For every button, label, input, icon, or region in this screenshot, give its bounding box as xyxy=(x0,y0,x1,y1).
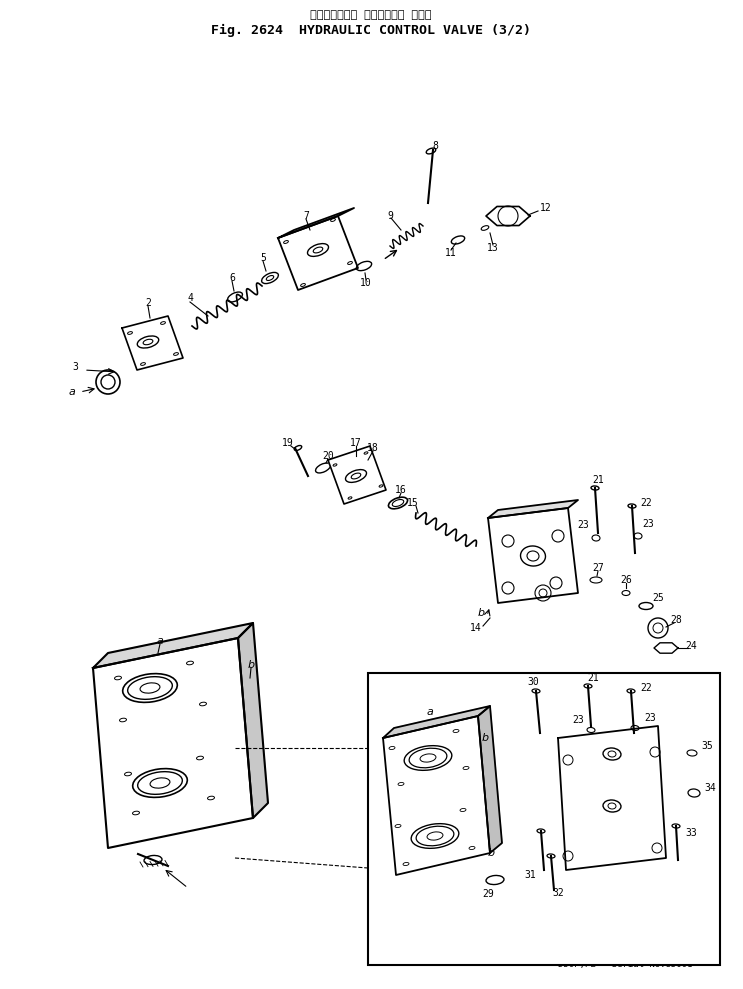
Text: 11: 11 xyxy=(445,248,457,258)
Text: 23: 23 xyxy=(642,519,654,529)
Text: Fig. 2624  HYDRAULIC CONTROL VALVE (3/2): Fig. 2624 HYDRAULIC CONTROL VALVE (3/2) xyxy=(211,24,531,37)
Text: 19: 19 xyxy=(282,438,294,448)
Text: a: a xyxy=(157,636,163,646)
Text: 7: 7 xyxy=(303,211,309,221)
Polygon shape xyxy=(278,208,354,238)
Text: a: a xyxy=(68,387,76,397)
Text: 28: 28 xyxy=(670,615,682,625)
Text: 21: 21 xyxy=(592,475,604,485)
Text: 30: 30 xyxy=(527,677,539,687)
Text: 6: 6 xyxy=(229,273,235,283)
Text: 29: 29 xyxy=(482,889,494,899)
Text: 31: 31 xyxy=(524,870,536,880)
Text: 8: 8 xyxy=(432,141,438,151)
Text: 25: 25 xyxy=(652,593,664,603)
Polygon shape xyxy=(278,216,358,290)
Text: 5: 5 xyxy=(260,253,266,263)
Text: 35: 35 xyxy=(701,741,713,751)
Text: 27: 27 xyxy=(592,563,604,573)
Text: D50P,PL   Serial No.85001~: D50P,PL Serial No.85001~ xyxy=(558,960,698,969)
Ellipse shape xyxy=(411,824,459,849)
Text: 20: 20 xyxy=(322,451,334,461)
Text: 21: 21 xyxy=(587,673,599,683)
Text: 33: 33 xyxy=(685,828,697,838)
Polygon shape xyxy=(383,716,490,875)
Text: 13: 13 xyxy=(487,243,499,253)
Text: 32: 32 xyxy=(552,888,564,898)
Polygon shape xyxy=(488,508,578,603)
Text: 18: 18 xyxy=(367,443,379,453)
Polygon shape xyxy=(238,623,268,818)
Polygon shape xyxy=(93,623,253,668)
Text: 適用記号: 適用記号 xyxy=(617,950,639,959)
Text: 24: 24 xyxy=(685,641,697,651)
Text: 10: 10 xyxy=(360,278,372,288)
Text: 2: 2 xyxy=(145,298,151,308)
Ellipse shape xyxy=(345,470,366,483)
Text: ハイドロリック コントロール バルブ: ハイドロリック コントロール バルブ xyxy=(311,10,432,20)
Text: 23: 23 xyxy=(572,715,584,725)
Ellipse shape xyxy=(404,746,452,770)
Ellipse shape xyxy=(123,674,178,702)
Polygon shape xyxy=(93,638,253,848)
Text: 22: 22 xyxy=(640,683,652,693)
Bar xyxy=(368,673,720,965)
Polygon shape xyxy=(478,706,502,853)
Ellipse shape xyxy=(308,243,328,256)
Text: 16: 16 xyxy=(395,485,407,495)
Polygon shape xyxy=(383,706,490,738)
Text: 3: 3 xyxy=(72,362,78,372)
Ellipse shape xyxy=(137,336,159,348)
Text: b: b xyxy=(247,660,255,670)
Text: b: b xyxy=(487,848,495,858)
Text: 4: 4 xyxy=(187,293,193,303)
Text: 12: 12 xyxy=(540,203,552,213)
Text: 34: 34 xyxy=(704,783,716,793)
Text: 14: 14 xyxy=(470,623,482,633)
Text: a: a xyxy=(426,707,433,717)
Text: 22: 22 xyxy=(640,498,652,508)
Text: 17: 17 xyxy=(350,438,362,448)
Text: 9: 9 xyxy=(387,211,393,221)
Ellipse shape xyxy=(133,768,187,797)
Text: b: b xyxy=(478,608,484,618)
Polygon shape xyxy=(488,500,578,518)
Polygon shape xyxy=(122,316,183,370)
Text: 23: 23 xyxy=(577,520,589,530)
Text: 15: 15 xyxy=(407,498,419,508)
Text: b: b xyxy=(481,733,489,743)
Polygon shape xyxy=(558,726,666,870)
Text: 23: 23 xyxy=(644,713,656,723)
Polygon shape xyxy=(328,446,386,504)
Text: 26: 26 xyxy=(620,575,632,585)
